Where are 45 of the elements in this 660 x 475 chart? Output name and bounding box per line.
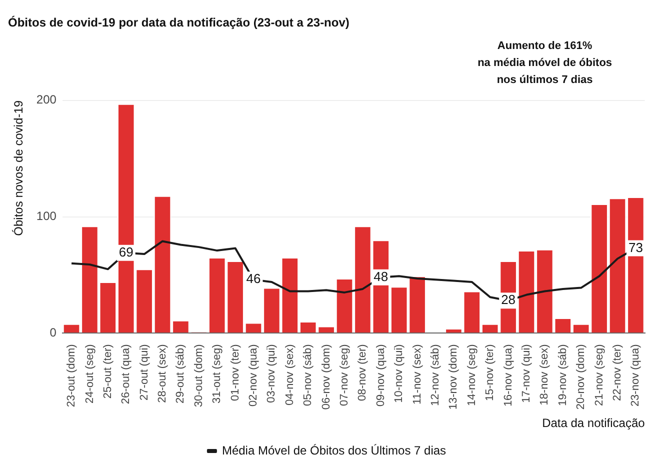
- x-tick-label: 16-nov (qua): [502, 344, 514, 407]
- x-axis-title: Data da notificação: [542, 416, 646, 430]
- x-tick-label: 18-nov (sex): [538, 344, 551, 406]
- x-tick-label: 12-nov (sáb): [430, 344, 442, 406]
- data-label: 69: [118, 244, 134, 260]
- x-tick-label: 04-nov (sex): [284, 344, 296, 406]
- data-label: 48: [374, 268, 388, 284]
- x-tick-label: 26-out (qua): [120, 344, 132, 404]
- y-tick-label: 200: [36, 92, 57, 107]
- x-tick-label: 22-nov (ter): [612, 344, 624, 402]
- x-tick-label: 09-nov (qua): [374, 344, 387, 407]
- x-tick-label: 20-nov (dom): [575, 344, 588, 410]
- x-tick-label: 02-nov (qua): [248, 344, 260, 407]
- data-label: 28: [501, 292, 516, 308]
- x-tick-label: 31-out (seg): [211, 344, 224, 404]
- x-tick-label: 08-nov (ter): [356, 344, 369, 402]
- x-tick-label: 25-out (ter): [102, 344, 114, 399]
- x-tick-label: 05-nov (sáb): [302, 344, 314, 406]
- x-tick-label: 06-nov (dom): [320, 344, 332, 410]
- legend-label: Média Móvel de Óbitos dos Últimos 7 dias: [222, 443, 446, 458]
- x-tick-label: 13-nov (dom): [448, 344, 460, 410]
- x-tick-label: 19-nov (sáb): [556, 344, 569, 406]
- x-tick-label: 21-nov (seg): [593, 344, 606, 406]
- x-tick-label: 17-nov (qui): [520, 344, 533, 403]
- y-tick-label: 0: [50, 326, 57, 340]
- x-tick-label: 23-out (dom): [66, 344, 78, 408]
- x-tick-label: 11-nov (sex): [411, 344, 424, 405]
- chart-title: Óbitos de covid-19 por data da notificação (23-out a 23-nov): [8, 16, 350, 30]
- data-label: 73: [628, 240, 643, 255]
- text: Aumento de 161% na média móvel de óbitos nos últimos 7 dias: [478, 40, 612, 86]
- x-tick-label: 07-nov (seg): [338, 344, 351, 406]
- data-label: 46: [246, 271, 261, 286]
- y-tick-label: 100: [36, 209, 57, 224]
- x-tick-label: 01-nov (ter): [229, 344, 242, 402]
- x-tick-label: 15-nov (ter): [484, 344, 496, 402]
- x-tick-label: 14-nov (seg): [466, 344, 478, 406]
- y-axis-title: Óbitos novos de covid-19: [12, 100, 26, 236]
- x-tick-label: 30-out (dom): [192, 344, 205, 408]
- x-tick-label: 03-nov (qui): [266, 344, 278, 403]
- x-tick-label: 27-out (qui): [138, 344, 150, 400]
- x-tick-label: 28-out (sex): [156, 344, 169, 403]
- x-tick-label: 23-nov (qua): [630, 344, 642, 407]
- x-tick-label: 29-out (sáb): [174, 344, 187, 404]
- x-tick-label: 24-out (seg): [84, 344, 96, 404]
- x-tick-label: 10-nov (qui): [393, 344, 406, 403]
